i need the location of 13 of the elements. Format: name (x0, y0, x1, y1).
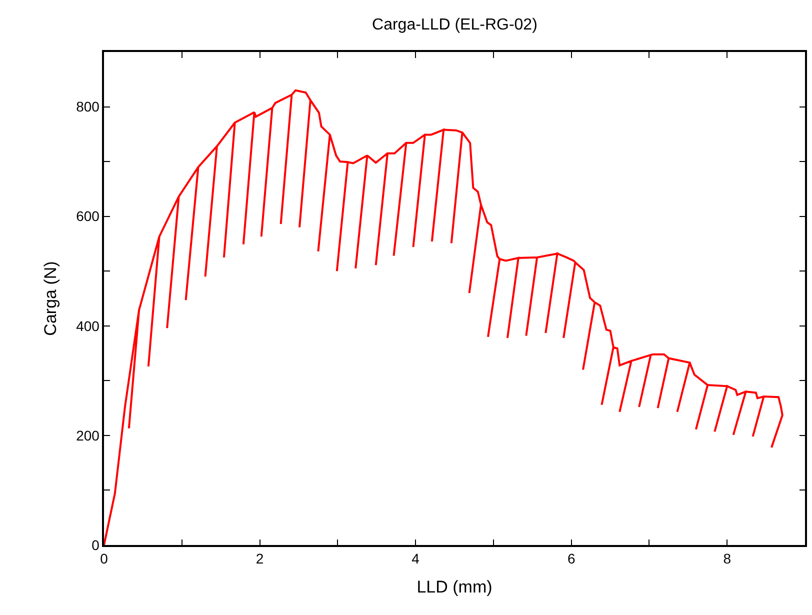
y-tick-label: 600 (76, 208, 100, 224)
x-axis-title: LLD (mm) (416, 577, 492, 596)
y-tick-label: 0 (92, 536, 100, 553)
chart-title: Carga-LLD (EL-RG-02) (372, 16, 538, 34)
x-tick-label: 4 (412, 550, 420, 567)
y-tick-label: 800 (76, 98, 100, 115)
x-tick-label: 2 (256, 550, 264, 567)
y-tick-label: 400 (76, 318, 100, 334)
x-tick-label: 8 (723, 550, 732, 567)
y-tick-label: 200 (76, 427, 100, 444)
y-axis-title: Carga (N) (41, 261, 60, 336)
line-series (104, 89, 784, 545)
x-tick-label: 6 (567, 550, 576, 567)
